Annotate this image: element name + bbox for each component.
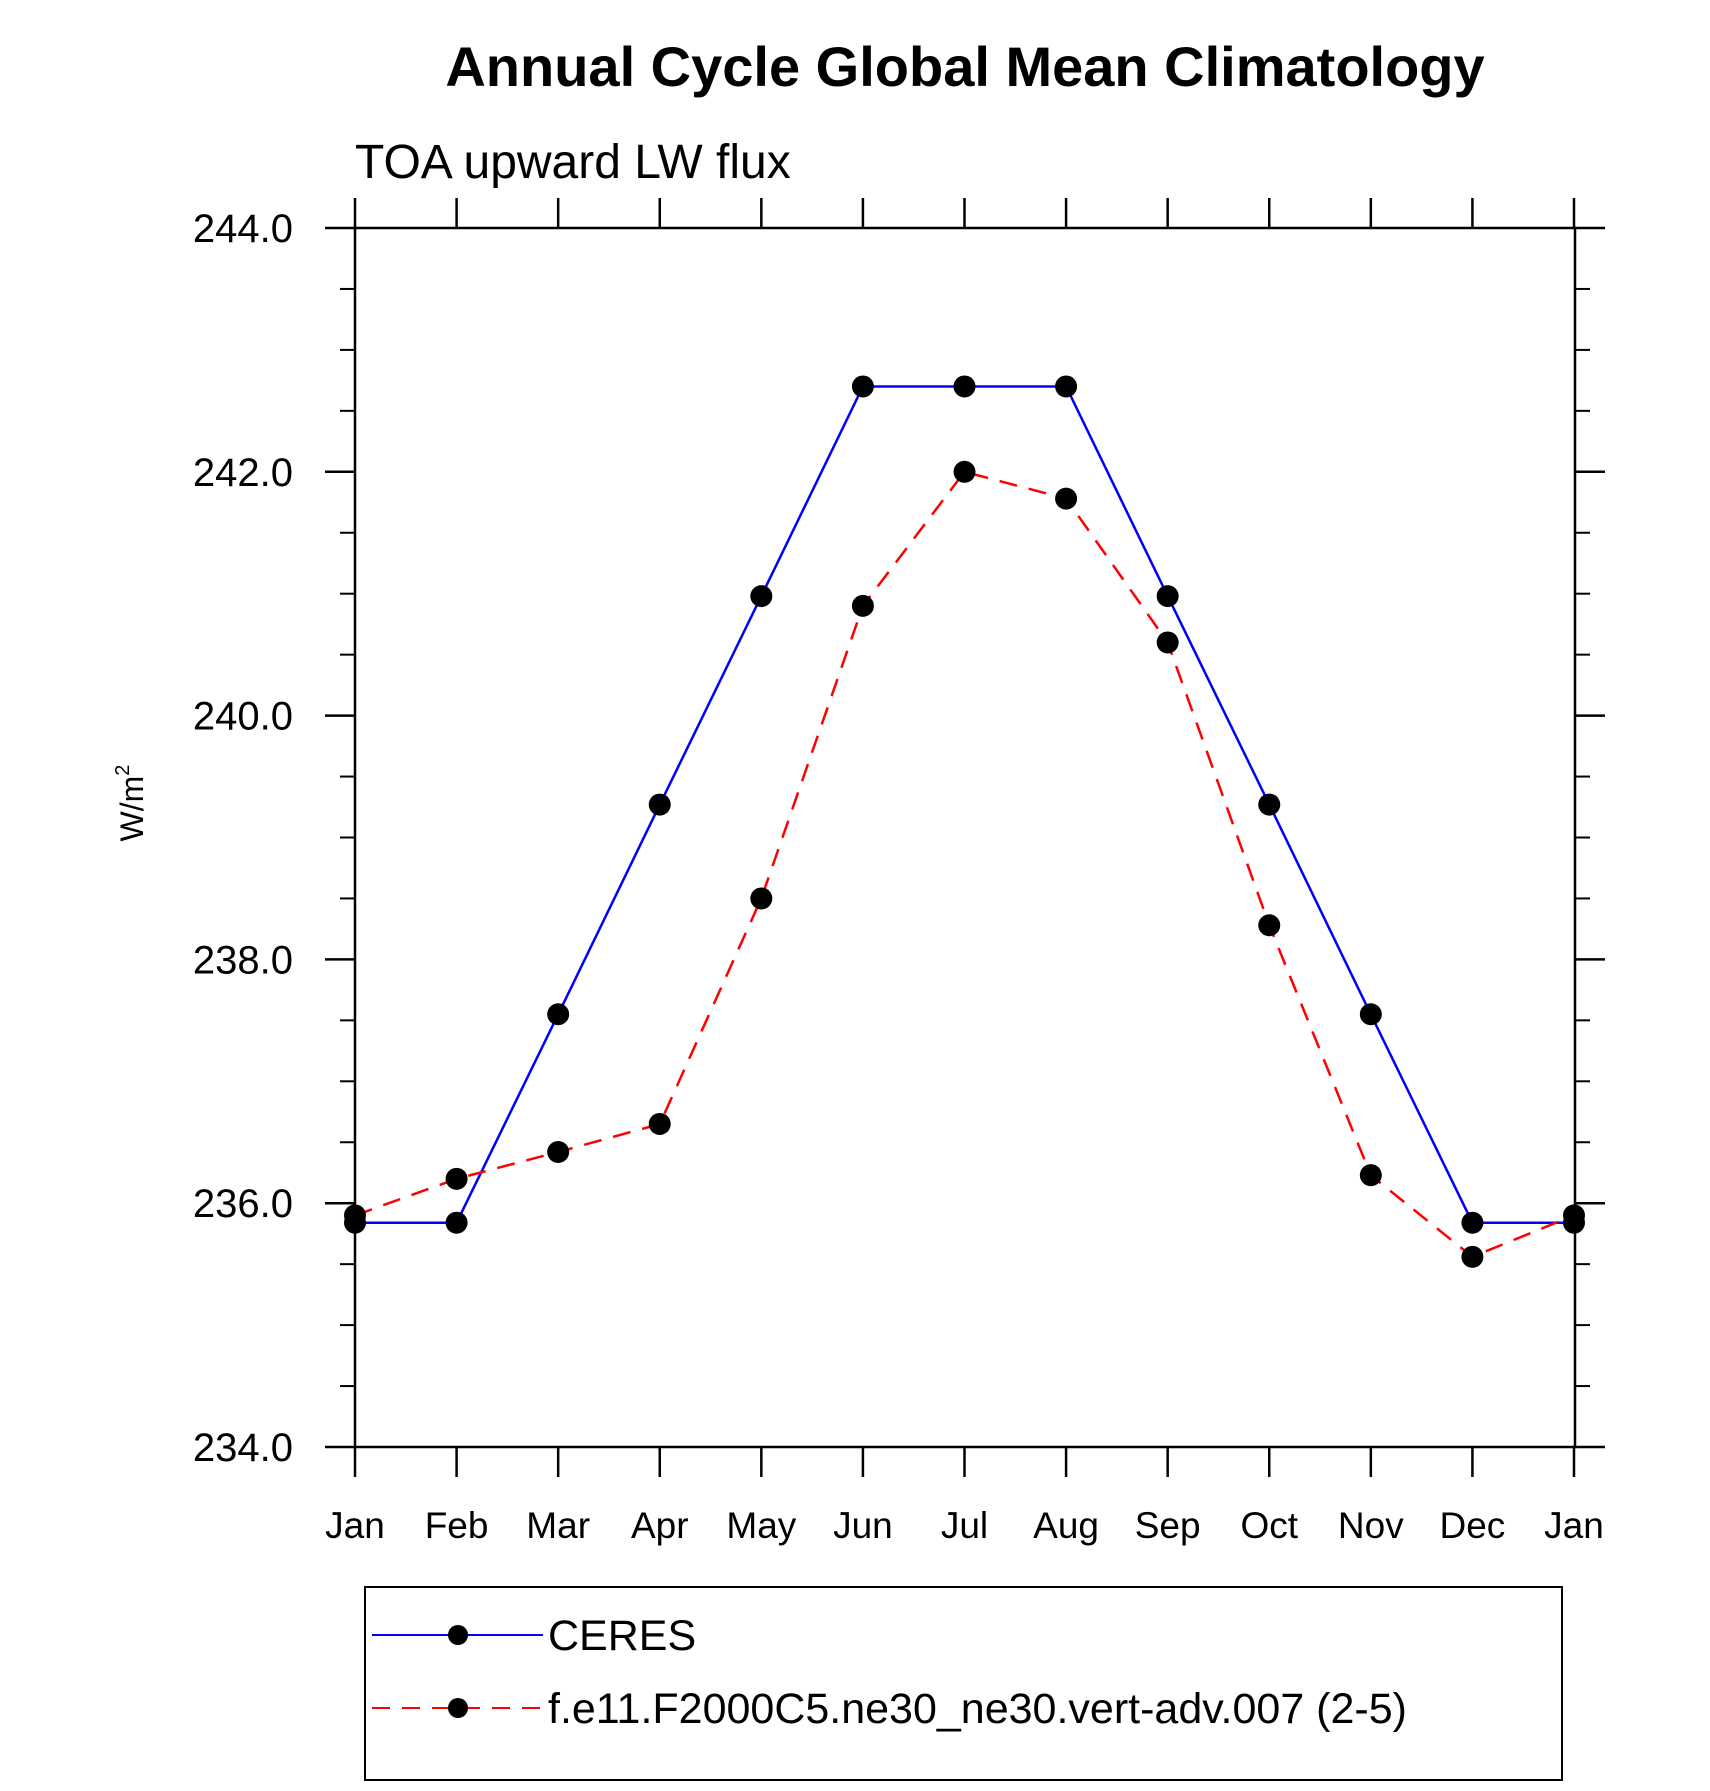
chart-title: Annual Cycle Global Mean Climatology bbox=[445, 35, 1484, 98]
y-tick-label: 242.0 bbox=[193, 451, 293, 495]
legend-frame bbox=[364, 1586, 1563, 1781]
y-axis-label: W/m2 bbox=[112, 765, 150, 842]
x-tick-label: Sep bbox=[1135, 1505, 1201, 1546]
data-point bbox=[851, 375, 874, 398]
x-tick-label: Nov bbox=[1338, 1505, 1404, 1546]
data-point bbox=[1359, 1003, 1382, 1026]
y-tick-label: 244.0 bbox=[193, 207, 293, 251]
y-tick-label: 240.0 bbox=[193, 695, 293, 739]
y-tick-label: 236.0 bbox=[193, 1182, 293, 1226]
data-point bbox=[1258, 914, 1281, 937]
data-point bbox=[1359, 1164, 1382, 1187]
data-point bbox=[547, 1141, 570, 1164]
data-point bbox=[953, 460, 976, 483]
x-tick-label: Apr bbox=[631, 1505, 689, 1546]
legend-item-ceres: CERES bbox=[372, 1612, 696, 1660]
y-axis: 234.0 236.0 238.0 240.0 242.0 244.0 bbox=[193, 207, 1605, 1470]
data-point bbox=[750, 585, 773, 608]
x-tick-label: May bbox=[726, 1505, 796, 1546]
plot-frame bbox=[353, 226, 1577, 1449]
data-point bbox=[1563, 1204, 1585, 1227]
data-point bbox=[344, 1204, 366, 1227]
chart-subtitle: TOA upward LW flux bbox=[355, 136, 791, 189]
legend-label-ceres: CERES bbox=[548, 1612, 696, 1660]
data-point bbox=[445, 1167, 468, 1190]
legend: CERES f.e11.F2000C5.ne30_ne30.vert-adv.0… bbox=[364, 1586, 1563, 1781]
y-tick-label: 238.0 bbox=[193, 938, 293, 982]
data-point bbox=[445, 1211, 468, 1234]
x-tick-label: Feb bbox=[425, 1505, 489, 1546]
y-tick-label: 234.0 bbox=[193, 1426, 293, 1470]
data-point bbox=[1156, 585, 1179, 608]
legend-swatch-marker bbox=[448, 1625, 468, 1645]
data-point bbox=[1055, 375, 1078, 398]
x-tick-label: Aug bbox=[1033, 1505, 1099, 1546]
data-point bbox=[1461, 1245, 1484, 1268]
x-tick-label: Jan bbox=[325, 1505, 385, 1546]
data-point bbox=[547, 1003, 570, 1026]
legend-swatch-marker bbox=[448, 1698, 468, 1718]
x-tick-label: Oct bbox=[1240, 1505, 1298, 1546]
x-tick-label: Jan bbox=[1544, 1505, 1604, 1546]
data-point bbox=[1461, 1211, 1484, 1234]
series-1 bbox=[344, 460, 1585, 1268]
data-point bbox=[953, 375, 976, 398]
x-tick-label: Jul bbox=[941, 1505, 988, 1546]
data-point bbox=[750, 887, 773, 910]
x-tick-label: Mar bbox=[526, 1505, 590, 1546]
data-point bbox=[1156, 631, 1179, 654]
series-0 bbox=[344, 375, 1585, 1234]
data-point bbox=[851, 594, 874, 617]
data-point bbox=[1055, 487, 1078, 510]
series-layer bbox=[344, 375, 1585, 1268]
x-axis: Jan Feb Mar Apr May Jun Jul Aug Sep Oct Nov Dec Jan bbox=[325, 198, 1604, 1546]
series-line bbox=[354, 470, 1575, 1259]
data-point bbox=[648, 1112, 671, 1135]
legend-label-model: f.e11.F2000C5.ne30_ne30.vert-adv.007 (2-… bbox=[548, 1685, 1407, 1733]
series-line bbox=[355, 385, 1574, 1224]
data-point bbox=[648, 793, 671, 816]
x-tick-label: Jun bbox=[833, 1505, 893, 1546]
legend-item-model: f.e11.F2000C5.ne30_ne30.vert-adv.007 (2-… bbox=[372, 1685, 1407, 1733]
data-point bbox=[1258, 793, 1281, 816]
x-tick-label: Dec bbox=[1440, 1505, 1506, 1546]
